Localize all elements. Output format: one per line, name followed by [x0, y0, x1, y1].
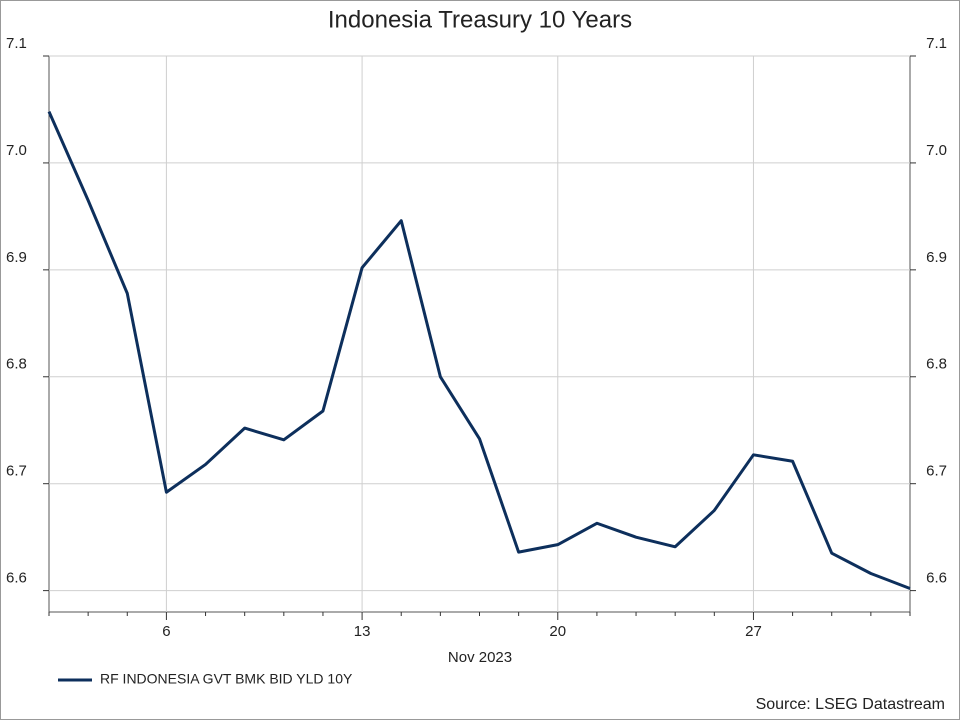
y-tick-label: 6.7: [6, 463, 27, 480]
y-tick-label: 6.8: [6, 356, 27, 373]
y2-tick-label: 6.8: [926, 356, 947, 373]
x-tick-label: 27: [745, 623, 762, 640]
x-axis-label: Nov 2023: [448, 649, 512, 666]
y-tick-label: 6.9: [6, 249, 27, 266]
chart-title: Indonesia Treasury 10 Years: [328, 6, 632, 33]
y-tick-label: 6.6: [6, 570, 27, 587]
y2-tick-label: 6.7: [926, 463, 947, 480]
series-line: [47, 110, 911, 590]
x-tick-label: 6: [162, 623, 170, 640]
y2-tick-label: 6.6: [926, 570, 947, 587]
y-tick-label: 7.1: [6, 35, 27, 52]
x-tick-label: 13: [354, 623, 371, 640]
x-tick-label: 20: [549, 623, 566, 640]
legend-label: RF INDONESIA GVT BMK BID YLD 10Y: [100, 671, 353, 687]
y-tick-label: 7.0: [6, 142, 27, 159]
source-note: Source: LSEG Datastream: [756, 696, 945, 713]
y2-tick-label: 7.0: [926, 142, 947, 159]
y2-tick-label: 7.1: [926, 35, 947, 52]
y2-tick-label: 6.9: [926, 249, 947, 266]
